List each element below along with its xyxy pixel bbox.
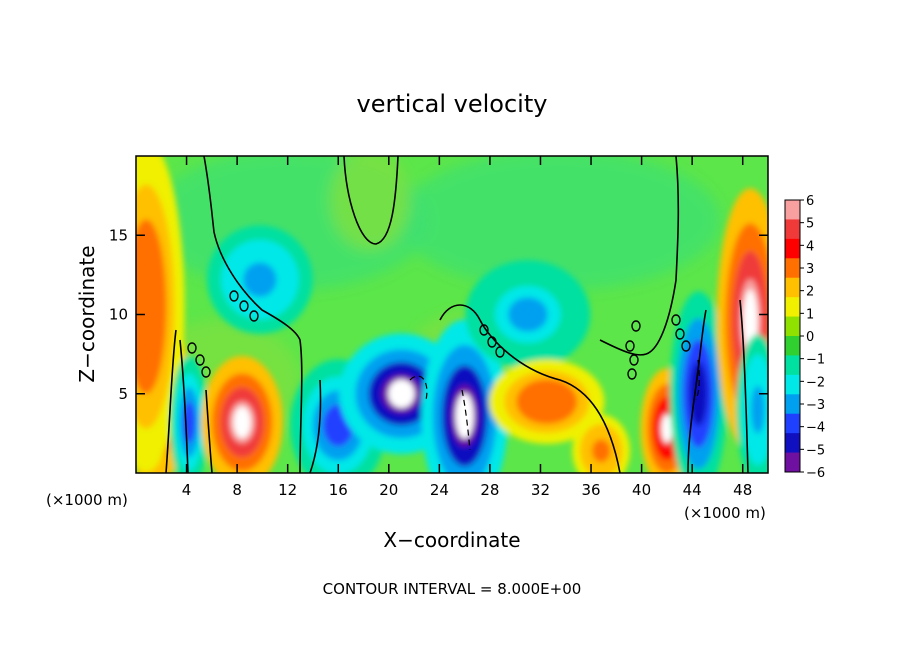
x-tick-label: 36 xyxy=(581,481,600,499)
y-tick-label: 5 xyxy=(118,385,128,403)
velocity-cell-updraft-10 xyxy=(572,414,630,473)
colorbar-tick-label: −4 xyxy=(806,421,825,436)
colorbar-swatch xyxy=(785,336,800,356)
colorbar-swatch xyxy=(785,394,800,415)
x-unit-left: (×1000 m) xyxy=(46,491,128,509)
colorbar-tick-label: 5 xyxy=(806,217,814,232)
colorbar-swatch xyxy=(785,219,800,240)
colorbar-tick-label: 1 xyxy=(806,307,814,322)
x-tick-label: 12 xyxy=(278,481,297,499)
colorbar-swatch xyxy=(785,277,800,298)
x-tick-label: 8 xyxy=(232,481,242,499)
colorbar-swatch xyxy=(785,200,800,220)
colorbar-swatch xyxy=(785,316,800,337)
contour-lines xyxy=(165,156,749,473)
y-tick-label: 15 xyxy=(109,226,128,244)
colorbar-swatch xyxy=(785,433,800,454)
x-axis-ticks: 4 8 12 16 20 24 28 32 36 40 44 48 xyxy=(182,156,752,499)
colorbar-tick-label: 2 xyxy=(806,285,814,300)
colorbar-swatch xyxy=(785,238,800,259)
colorbar-tick-label: 0 xyxy=(806,330,814,345)
x-tick-label: 32 xyxy=(531,481,550,499)
velocity-cell-updraft-9 xyxy=(489,359,605,444)
colorbar-tick-label: −5 xyxy=(806,443,825,458)
velocity-cell-downdraft-8 xyxy=(465,260,591,369)
velocity-cell-downdraft-2 xyxy=(169,356,209,473)
colorbar-tick-label: 3 xyxy=(806,262,814,277)
colorbar-swatch xyxy=(785,297,800,318)
plot-area xyxy=(136,156,768,473)
colorbar-tick-label: −6 xyxy=(806,466,825,481)
x-tick-label: 16 xyxy=(329,481,348,499)
contour-lines-dashed xyxy=(409,359,700,451)
x-tick-label: 4 xyxy=(182,481,192,499)
x-axis-label: X−coordinate xyxy=(383,528,520,552)
colorbar-swatch xyxy=(785,258,800,279)
colorbar-swatch xyxy=(785,452,800,473)
x-tick-label: 40 xyxy=(632,481,651,499)
colorbar-tick-label: 6 xyxy=(806,194,814,209)
x-tick-label: 48 xyxy=(733,481,752,499)
velocity-cell-downdraft-4 xyxy=(207,225,313,334)
contour-interval-note: CONTOUR INTERVAL = 8.000E+00 xyxy=(323,580,582,598)
y-axis-label: Z−coordinate xyxy=(75,245,99,382)
velocity-cell-updraft-3 xyxy=(201,356,283,473)
colorbar-tick-label: −1 xyxy=(806,353,825,368)
velocity-cell-downdraft-7 xyxy=(421,319,508,473)
chart-title: vertical velocity xyxy=(357,90,548,118)
colorbar-tick-label: −3 xyxy=(806,398,825,413)
colorbar-swatch xyxy=(785,374,800,395)
x-tick-label: 24 xyxy=(430,481,449,499)
y-tick-label: 10 xyxy=(109,306,128,324)
x-tick-label: 28 xyxy=(480,481,499,499)
y-axis-ticks: 5 10 15 xyxy=(109,226,768,403)
x-tick-label: 20 xyxy=(379,481,398,499)
colorbar-tick-label: 4 xyxy=(806,239,814,254)
colorbar-tick-label: −2 xyxy=(806,375,825,390)
x-tick-label: 44 xyxy=(683,481,702,499)
x-unit-right: (×1000 m) xyxy=(684,504,766,522)
velocity-cell-downdraft-14 xyxy=(736,334,768,473)
contour-circles xyxy=(187,290,691,380)
colorbar-swatch xyxy=(785,413,800,434)
colorbar: 6 5 4 3 2 1 0 −1 −2 −3 −4 −5 −6 xyxy=(784,194,825,481)
colorbar-swatch xyxy=(785,355,800,376)
